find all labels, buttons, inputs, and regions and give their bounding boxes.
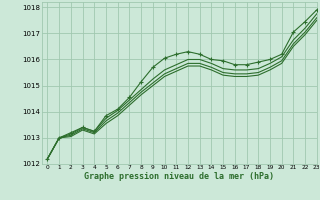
X-axis label: Graphe pression niveau de la mer (hPa): Graphe pression niveau de la mer (hPa): [84, 172, 274, 181]
